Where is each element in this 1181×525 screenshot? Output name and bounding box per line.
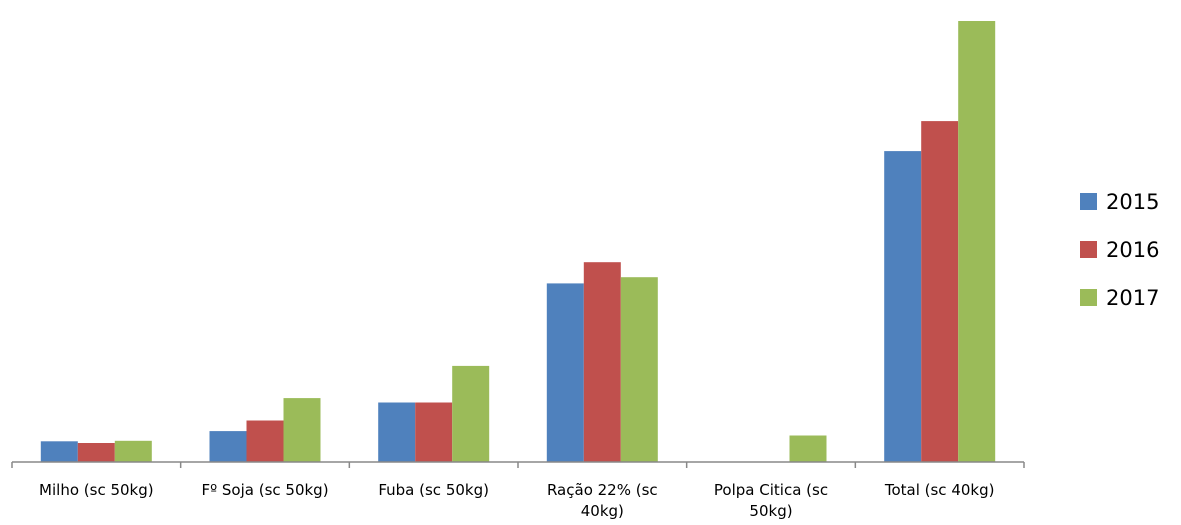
bar-2016-2 xyxy=(415,403,452,463)
bar-2016-5 xyxy=(921,121,958,462)
legend-label-2015: 2015 xyxy=(1106,190,1159,214)
bar-2017-1 xyxy=(284,398,321,462)
bar-2015-1 xyxy=(210,431,247,462)
category-label-1: Fº Soja (sc 50kg) xyxy=(201,481,328,499)
category-label-3: Ração 22% (sc 40kg) xyxy=(547,481,658,520)
bar-2015-2 xyxy=(378,403,415,463)
legend-swatch-2015 xyxy=(1080,193,1097,210)
bar-2015-0 xyxy=(41,441,78,462)
x-axis xyxy=(12,462,1024,468)
legend: 2015 2016 2017 xyxy=(1080,190,1159,310)
category-label-5: Total (sc 40kg) xyxy=(884,481,995,499)
legend-swatch-2017 xyxy=(1080,289,1097,306)
bar-2016-0 xyxy=(78,443,115,462)
bar-2016-1 xyxy=(247,421,284,463)
category-label-0: Milho (sc 50kg) xyxy=(39,481,154,499)
legend-swatch-2016 xyxy=(1080,241,1097,258)
bar-2017-5 xyxy=(958,21,995,462)
bars-layer xyxy=(41,21,995,462)
bar-2017-2 xyxy=(452,366,489,462)
category-label-4: Polpa Citica (sc 50kg) xyxy=(714,481,828,520)
bar-2017-4 xyxy=(790,436,827,463)
bar-2015-5 xyxy=(884,151,921,462)
bar-2017-3 xyxy=(621,277,658,462)
legend-label-2017: 2017 xyxy=(1106,286,1159,310)
bar-2015-3 xyxy=(547,283,584,462)
category-labels: Milho (sc 50kg) Fº Soja (sc 50kg) Fuba (sc… xyxy=(39,481,994,520)
legend-label-2016: 2016 xyxy=(1106,238,1159,262)
bar-2017-0 xyxy=(115,441,152,462)
category-label-2: Fuba (sc 50kg) xyxy=(378,481,489,499)
bar-2016-3 xyxy=(584,262,621,462)
